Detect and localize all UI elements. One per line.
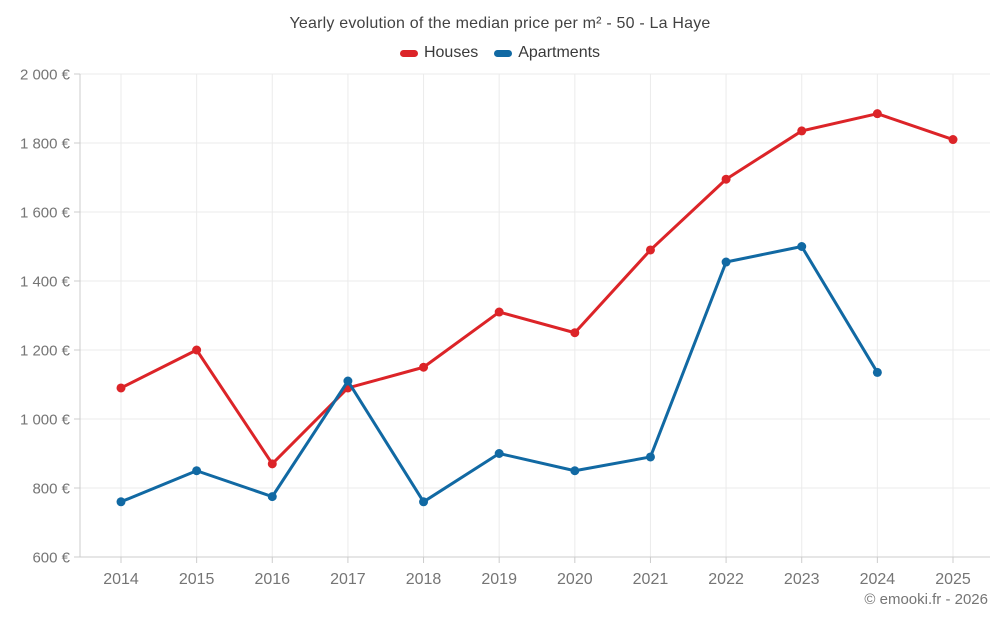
chart-legend: Houses Apartments xyxy=(0,44,1000,62)
x-axis-label: 2020 xyxy=(557,571,593,588)
point-apartments-2017[interactable] xyxy=(343,376,353,386)
point-apartments-2022[interactable] xyxy=(721,257,731,267)
series-houses xyxy=(116,109,958,469)
point-houses-2024[interactable] xyxy=(872,109,882,119)
y-axis-label: 800 € xyxy=(32,480,70,497)
x-axis-label: 2025 xyxy=(935,571,971,588)
x-axis-label: 2024 xyxy=(860,571,896,588)
x-axis-label: 2019 xyxy=(481,571,517,588)
point-houses-2019[interactable] xyxy=(494,307,504,317)
x-axis-label: 2016 xyxy=(254,571,290,588)
point-apartments-2020[interactable] xyxy=(570,466,580,476)
x-axis-label: 2023 xyxy=(784,571,820,588)
series-apartments xyxy=(116,242,882,507)
x-axis-label: 2014 xyxy=(103,571,139,588)
legend-label: Apartments xyxy=(518,44,601,61)
point-houses-2022[interactable] xyxy=(721,174,731,184)
point-houses-2018[interactable] xyxy=(419,362,429,372)
point-apartments-2023[interactable] xyxy=(797,242,807,251)
y-axis-label: 1 200 € xyxy=(20,342,71,359)
point-apartments-2015[interactable] xyxy=(192,466,202,476)
copyright-footer: © emooki.fr - 2026 xyxy=(864,591,988,608)
y-axis-label: 600 € xyxy=(32,549,70,566)
legend-marker-houses xyxy=(399,49,418,57)
point-houses-2015[interactable] xyxy=(192,345,202,355)
x-axis-label: 2022 xyxy=(708,571,744,588)
point-apartments-2024[interactable] xyxy=(872,367,882,377)
point-apartments-2019[interactable] xyxy=(494,449,504,458)
point-apartments-2016[interactable] xyxy=(267,492,277,502)
point-apartments-2021[interactable] xyxy=(645,452,655,462)
y-axis-label: 2 000 € xyxy=(20,66,71,83)
y-axis-label: 1 000 € xyxy=(20,411,71,428)
y-axis-label: 1 400 € xyxy=(20,273,71,290)
x-axis-label: 2021 xyxy=(633,571,669,588)
point-houses-2023[interactable] xyxy=(797,126,807,136)
x-axis-label: 2015 xyxy=(179,571,215,588)
point-apartments-2014[interactable] xyxy=(116,497,126,507)
legend-item-apartments[interactable]: Apartments xyxy=(494,44,600,62)
point-houses-2021[interactable] xyxy=(645,245,655,255)
legend-marker-apartments xyxy=(494,49,513,57)
y-axis-label: 1 600 € xyxy=(20,204,71,221)
x-axis-label: 2018 xyxy=(406,571,442,588)
series-line-houses xyxy=(119,112,955,466)
point-houses-2020[interactable] xyxy=(570,328,580,338)
point-houses-2016[interactable] xyxy=(267,459,277,469)
y-axis-label: 1 800 € xyxy=(20,135,71,152)
x-axis-label: 2017 xyxy=(330,571,366,588)
point-apartments-2018[interactable] xyxy=(419,497,429,507)
point-houses-2014[interactable] xyxy=(116,383,126,393)
point-houses-2025[interactable] xyxy=(948,135,958,145)
legend-item-houses[interactable]: Houses xyxy=(399,44,479,62)
chart-title: Yearly evolution of the median price per… xyxy=(289,15,711,32)
legend-label: Houses xyxy=(423,44,479,61)
